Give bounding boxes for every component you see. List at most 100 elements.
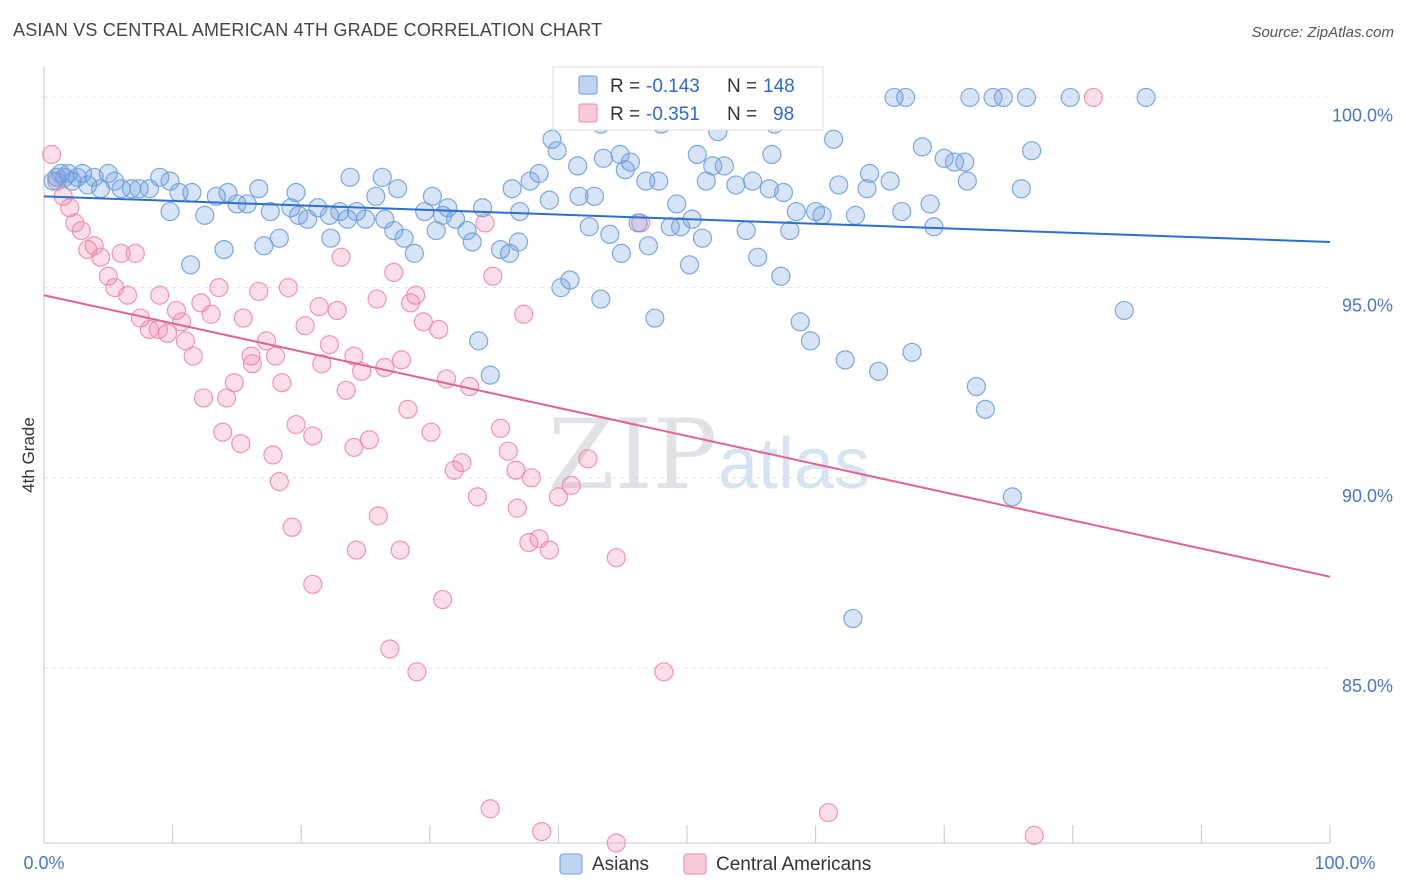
central-american-point	[654, 662, 674, 682]
y-tick-label: 100.0%	[1332, 105, 1393, 125]
asian-point	[404, 243, 424, 263]
central-american-point	[407, 662, 427, 682]
central-american-point	[606, 833, 626, 853]
central-american-point	[561, 475, 581, 496]
central-american-point	[319, 335, 340, 355]
stats-r-value-asians: -0.143	[646, 76, 700, 97]
asian-point	[269, 228, 289, 248]
asian-point	[181, 255, 201, 275]
asian-point	[366, 186, 386, 206]
legend-swatch-asians	[559, 853, 583, 875]
central-american-point	[272, 373, 292, 393]
asian-point	[638, 236, 659, 256]
asian-point	[502, 179, 522, 199]
central-american-point	[400, 293, 421, 313]
central-american-point	[606, 548, 626, 568]
asian-point	[805, 201, 826, 222]
central-american-point	[327, 300, 347, 321]
central-american-point	[84, 236, 104, 256]
asian-point	[771, 266, 791, 286]
asian-point	[920, 194, 940, 214]
central-american-point	[213, 422, 233, 442]
asian-point	[182, 182, 202, 203]
asian-point	[780, 220, 800, 241]
asian-point	[129, 179, 149, 199]
stats-swatch-central-americans	[578, 103, 598, 123]
central-american-point	[217, 388, 237, 408]
central-american-point	[71, 220, 91, 241]
asian-point	[160, 201, 180, 222]
asian-point	[415, 201, 435, 222]
central-american-point	[344, 437, 364, 457]
central-american-point	[233, 308, 253, 328]
central-american-point	[336, 380, 356, 400]
asian-point	[857, 179, 877, 199]
asian-point	[600, 224, 620, 244]
stats-r-label-central-americans: R =	[610, 104, 640, 125]
central-american-point	[519, 532, 539, 553]
central-american-point	[480, 799, 500, 819]
asian-point	[249, 179, 269, 199]
asian-point	[206, 186, 226, 206]
source-label: Source: ZipAtlas.com	[1251, 24, 1394, 41]
central-american-point	[413, 312, 433, 332]
asian-point	[1114, 300, 1134, 321]
asian-point	[966, 376, 986, 397]
central-american-point	[172, 312, 192, 332]
central-american-point	[263, 445, 283, 465]
central-american-point	[368, 506, 388, 526]
asian-point	[422, 186, 442, 206]
central-american-point	[344, 346, 364, 366]
asian-point	[372, 167, 392, 187]
stats-box-frame	[552, 66, 824, 131]
asian-point	[611, 243, 632, 263]
central-american-point	[421, 422, 441, 442]
asian-point	[1136, 87, 1156, 108]
asian-point	[835, 350, 855, 370]
asian-point	[975, 399, 995, 419]
stats-n-label-central-americans: N =	[727, 104, 757, 125]
central-american-point	[98, 266, 118, 286]
asian-point	[1011, 179, 1031, 199]
central-american-point	[111, 243, 131, 263]
central-american-point	[193, 388, 214, 408]
asian-point	[692, 228, 713, 248]
central-american-point	[166, 300, 187, 321]
stats-n-value-asians: 148	[763, 76, 795, 97]
central-american-point	[506, 460, 526, 480]
central-american-point	[278, 278, 298, 298]
asian-point	[62, 171, 82, 191]
asian-point	[869, 361, 889, 381]
asian-point	[321, 228, 341, 248]
asian-point	[472, 198, 493, 218]
asian-point	[547, 141, 567, 161]
central-american-point	[452, 453, 472, 473]
central-american-point	[42, 144, 62, 165]
asian-point	[254, 236, 274, 256]
legend-label-asians: Asians	[592, 854, 649, 875]
central-american-point	[65, 213, 85, 233]
asian-point	[944, 152, 965, 172]
asian-point	[457, 220, 477, 241]
central-american-point	[303, 426, 323, 446]
stats-r-label-asians: R =	[610, 76, 640, 97]
asian-point	[1022, 141, 1042, 161]
asian-point	[1016, 87, 1037, 108]
trend-line-asians	[43, 195, 1331, 243]
asian-point	[786, 201, 806, 222]
asian-point	[105, 171, 125, 191]
asian-point	[1002, 487, 1022, 507]
asian-point	[645, 308, 665, 328]
central-american-point	[346, 540, 367, 560]
asian-point	[957, 171, 977, 191]
central-american-point	[331, 247, 351, 267]
central-american-point	[209, 278, 229, 298]
central-american-point	[514, 304, 534, 324]
asian-point	[72, 163, 93, 184]
asian-point	[584, 186, 605, 206]
x-tick-label-min: 0.0%	[23, 853, 64, 873]
asian-point	[748, 247, 768, 267]
asian-point	[824, 129, 844, 149]
y-tick-label: 95.0%	[1342, 296, 1393, 316]
asian-point	[355, 209, 376, 229]
